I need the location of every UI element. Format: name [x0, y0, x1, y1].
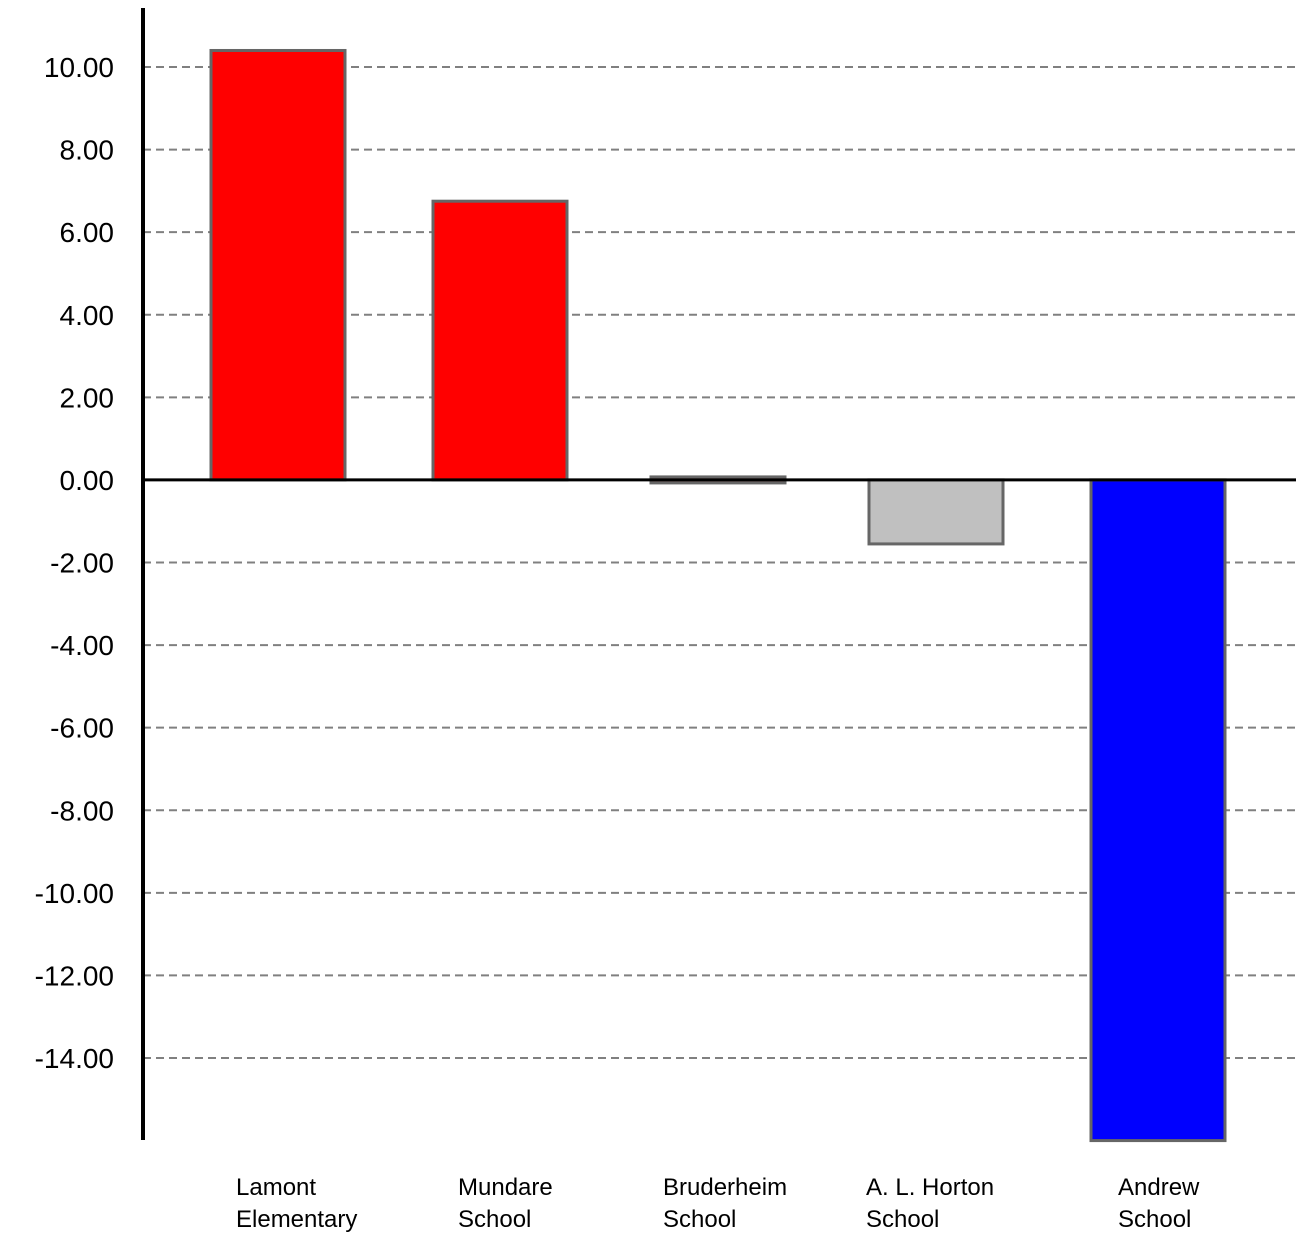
y-tick-label: 10.00 — [44, 52, 114, 83]
y-tick-label: 6.00 — [60, 217, 115, 248]
y-tick-label: -14.00 — [35, 1043, 114, 1074]
x-category-label: Bruderheim School — [663, 1174, 787, 1233]
x-category-label-line: Bruderheim — [663, 1174, 787, 1201]
axes — [141, 8, 1296, 1140]
bar — [867, 478, 1005, 546]
y-tick-label: 4.00 — [60, 300, 115, 331]
y-tick-label: 2.00 — [60, 382, 115, 413]
y-tick-label: 0.00 — [60, 465, 115, 496]
y-tick-label: -4.00 — [50, 630, 114, 661]
x-category-label-line: Andrew — [1118, 1174, 1200, 1201]
x-category-label-line: Elementary — [236, 1206, 357, 1233]
x-category-label-line: Mundare — [458, 1174, 553, 1201]
bars — [209, 48, 1227, 1143]
x-category-label-line: A. L. Horton — [866, 1174, 994, 1201]
x-category-label: A. L. Horton School — [866, 1174, 994, 1233]
bar — [209, 48, 347, 482]
y-tick-label: -10.00 — [35, 878, 114, 909]
y-tick-label: -2.00 — [50, 548, 114, 579]
x-category-label: Lamont Elementary — [236, 1174, 357, 1233]
x-category-labels: Lamont Elementary Mundare School Bruderheim S… — [236, 1174, 1200, 1233]
y-tick-label: -8.00 — [50, 795, 114, 826]
y-tick-label: -6.00 — [50, 713, 114, 744]
bar — [431, 199, 569, 482]
x-category-label-line: School — [663, 1206, 736, 1233]
x-category-label: Andrew School — [1118, 1174, 1200, 1233]
x-category-label: Mundare School — [458, 1174, 553, 1233]
y-tick-labels: 10.00 8.00 6.00 4.00 2.00 0.00 -2.00 -4.00 -6.00… — [35, 52, 114, 1074]
bar — [1089, 478, 1227, 1143]
x-category-label-line: Lamont — [236, 1174, 316, 1201]
x-category-label-line: School — [458, 1206, 531, 1233]
y-tick-label: -12.00 — [35, 960, 114, 991]
y-tick-label: 8.00 — [60, 135, 115, 166]
gridlines — [143, 66, 1296, 1059]
x-category-label-line: School — [866, 1206, 939, 1233]
x-category-label-line: School — [1118, 1206, 1191, 1233]
